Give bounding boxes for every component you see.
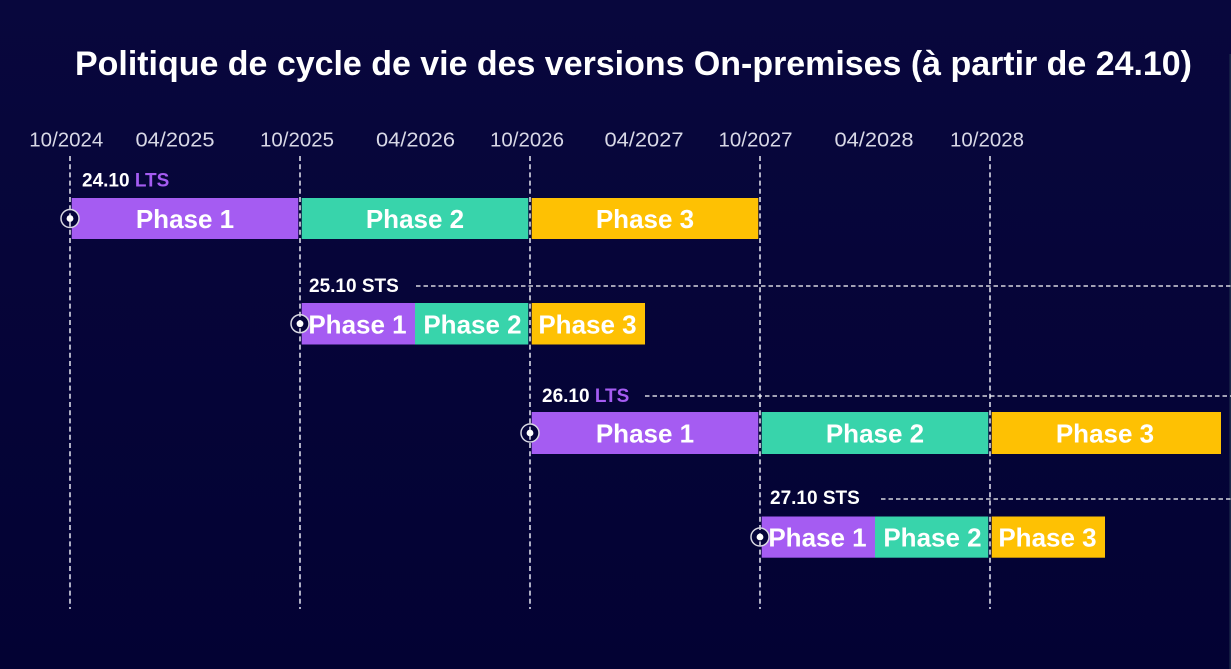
svg-text:04/2028: 04/2028 <box>835 130 914 152</box>
svg-text:Phase 3: Phase 3 <box>538 309 636 339</box>
svg-text:10/2024: 10/2024 <box>29 130 103 152</box>
svg-text:27.10 STS: 27.10 STS <box>770 488 860 509</box>
svg-text:Phase 2: Phase 2 <box>423 309 521 339</box>
svg-text:Phase 1: Phase 1 <box>136 204 234 234</box>
svg-text:10/2027: 10/2027 <box>719 130 793 152</box>
svg-text:10/2026: 10/2026 <box>490 130 564 152</box>
svg-text:Phase 3: Phase 3 <box>596 204 694 234</box>
svg-text:Phase 3: Phase 3 <box>998 523 1096 553</box>
svg-text:04/2026: 04/2026 <box>376 130 455 152</box>
svg-text:24.10 LTS: 24.10 LTS <box>82 170 169 191</box>
svg-text:04/2025: 04/2025 <box>136 130 215 152</box>
svg-text:Phase 1: Phase 1 <box>768 523 866 553</box>
svg-text:Phase 3: Phase 3 <box>1056 419 1154 449</box>
svg-text:Phase 1: Phase 1 <box>596 419 694 449</box>
svg-text:04/2027: 04/2027 <box>605 130 684 152</box>
svg-text:10/2028: 10/2028 <box>950 130 1024 152</box>
svg-text:Phase 2: Phase 2 <box>366 204 464 234</box>
svg-text:10/2025: 10/2025 <box>260 130 334 152</box>
svg-text:Phase 2: Phase 2 <box>826 419 924 449</box>
svg-text:Phase 1: Phase 1 <box>308 309 406 339</box>
svg-text:Phase 2: Phase 2 <box>883 523 981 553</box>
svg-text:26.10 LTS: 26.10 LTS <box>542 386 629 407</box>
svg-text:25.10 STS: 25.10 STS <box>309 276 399 297</box>
svg-text:Politique de cycle de vie des: Politique de cycle de vie des versions O… <box>75 45 1192 83</box>
